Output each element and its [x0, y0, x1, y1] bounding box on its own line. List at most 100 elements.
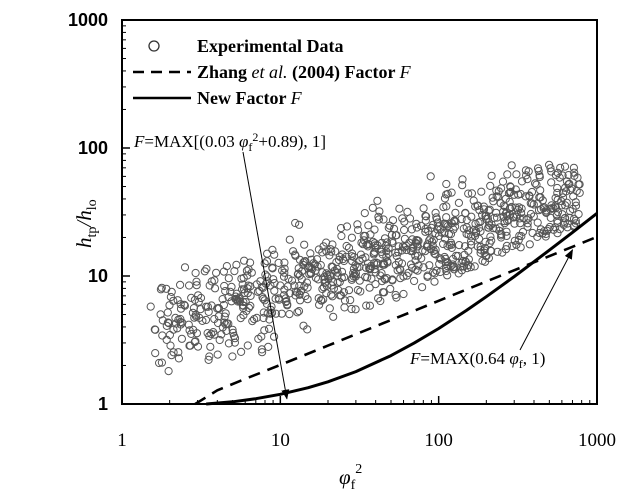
data-point [492, 186, 501, 195]
data-point [386, 284, 395, 293]
data-point [427, 237, 437, 246]
data-point [243, 341, 252, 350]
data-point [355, 276, 364, 285]
data-point [504, 215, 513, 224]
data-point [271, 294, 280, 303]
data-point [481, 214, 491, 224]
data-point [206, 342, 215, 351]
data-point [388, 216, 398, 225]
data-point [452, 251, 461, 260]
data-point [412, 219, 421, 228]
data-point [280, 285, 289, 294]
data-point [205, 352, 214, 361]
data-point [280, 264, 289, 273]
data-point [443, 262, 452, 271]
data-point [425, 261, 434, 270]
data-point [464, 189, 473, 198]
data-point [377, 238, 386, 247]
data-point [254, 334, 263, 343]
data-point [204, 355, 213, 364]
data-point [400, 234, 409, 243]
data-point [365, 301, 374, 310]
data-point [285, 235, 294, 244]
data-point [360, 209, 369, 218]
data-point [207, 277, 216, 286]
data-point [443, 242, 452, 251]
data-point [186, 341, 195, 350]
data-point [340, 273, 349, 282]
data-point [454, 198, 463, 207]
data-point [392, 251, 401, 261]
data-point [406, 260, 416, 269]
data-point [374, 215, 383, 224]
data-point [351, 269, 360, 278]
data-point [519, 214, 528, 223]
data-point [462, 229, 471, 239]
data-point [180, 263, 190, 272]
data-point [246, 291, 255, 300]
data-point [532, 180, 541, 189]
data-point [364, 259, 373, 268]
legend-label-zhang: Zhang et al. (2004) Factor F [197, 62, 412, 83]
data-point [369, 259, 379, 268]
annotation-new: F=MAX(0.64 φf, 1) [409, 248, 573, 371]
data-point [363, 242, 372, 251]
data-point [163, 318, 172, 327]
data-point [523, 219, 532, 228]
data-point [189, 304, 198, 313]
zhang-factor-line [194, 235, 598, 406]
data-point [503, 170, 512, 179]
data-point [538, 196, 547, 205]
data-point [366, 230, 375, 239]
data-point [314, 294, 323, 303]
data-point [399, 289, 408, 299]
data-point [512, 240, 521, 249]
data-point [342, 252, 351, 261]
data-point [517, 177, 527, 186]
data-point [337, 231, 346, 241]
data-point [551, 203, 561, 212]
data-point [436, 225, 445, 234]
data-point [169, 325, 178, 334]
data-point [384, 223, 393, 232]
plot-frame [121, 19, 598, 405]
data-point [534, 166, 543, 176]
data-point [394, 242, 403, 251]
data-point [546, 205, 555, 214]
data-point [391, 261, 400, 270]
data-point [239, 311, 248, 320]
data-point [562, 198, 571, 207]
data-point [433, 225, 442, 234]
data-point [528, 199, 537, 208]
data-point [290, 281, 299, 290]
data-point [306, 249, 315, 258]
data-point [417, 221, 426, 230]
data-point [485, 205, 494, 214]
data-point [540, 227, 549, 236]
data-point [200, 267, 209, 276]
data-point [529, 212, 538, 221]
data-point [176, 304, 186, 313]
data-point [473, 242, 482, 251]
data-point [301, 257, 310, 266]
data-point [486, 181, 495, 190]
data-point [303, 325, 312, 334]
data-point [500, 217, 509, 226]
y-tick-label: 100 [78, 138, 108, 158]
data-point [270, 286, 279, 295]
data-point [194, 297, 203, 306]
data-point [482, 211, 491, 220]
data-point [340, 303, 349, 312]
data-point [487, 236, 496, 245]
annotation-zhang: F=MAX[(0.03 φf2+0.89), 1] [133, 130, 326, 400]
data-point [364, 221, 373, 230]
data-point [355, 256, 364, 265]
data-point [413, 266, 422, 275]
data-point [176, 314, 185, 324]
data-point [325, 304, 334, 313]
data-point [319, 295, 328, 304]
data-point [395, 204, 404, 213]
data-point [475, 206, 484, 215]
data-point [547, 178, 556, 187]
data-point [264, 324, 274, 333]
